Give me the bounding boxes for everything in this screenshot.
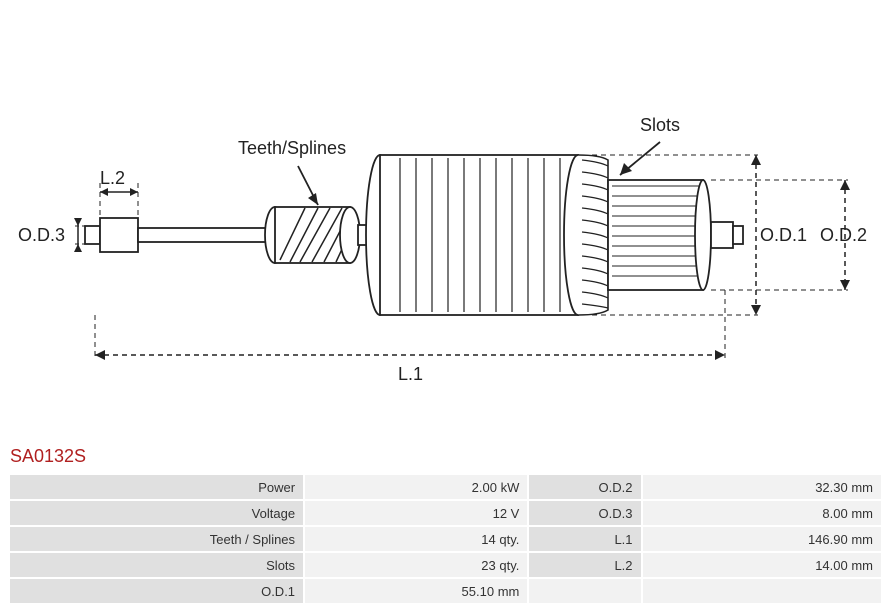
spec-label: Teeth / Splines: [10, 527, 303, 551]
spec-label: L.1: [529, 527, 640, 551]
armature-diagram: Teeth/Splines Slots L.2 O.D.3 O.D.1 O.D.…: [0, 0, 889, 440]
spec-value: 12 V: [305, 501, 527, 525]
label-od1: O.D.1: [760, 225, 807, 246]
label-od3: O.D.3: [18, 225, 65, 246]
spec-table: Power2.00 kWO.D.232.30 mmVoltage12 VO.D.…: [8, 473, 883, 605]
table-row: Power2.00 kWO.D.232.30 mm: [10, 475, 881, 499]
spec-label: Voltage: [10, 501, 303, 525]
table-row: Slots23 qty.L.214.00 mm: [10, 553, 881, 577]
spec-value: 2.00 kW: [305, 475, 527, 499]
spec-value: 55.10 mm: [305, 579, 527, 603]
label-l2: L.2: [100, 168, 125, 189]
spec-label: [529, 579, 640, 603]
table-row: Voltage12 VO.D.38.00 mm: [10, 501, 881, 525]
table-row: Teeth / Splines14 qty.L.1146.90 mm: [10, 527, 881, 551]
label-slots: Slots: [640, 115, 680, 136]
label-l1: L.1: [398, 364, 423, 385]
spec-label: L.2: [529, 553, 640, 577]
label-teeth-splines: Teeth/Splines: [238, 138, 346, 159]
spec-value: 32.30 mm: [643, 475, 881, 499]
diagram-svg: [0, 0, 889, 440]
spec-value: 8.00 mm: [643, 501, 881, 525]
spec-value: 23 qty.: [305, 553, 527, 577]
spec-value: [643, 579, 881, 603]
spec-value: 14 qty.: [305, 527, 527, 551]
label-od2: O.D.2: [820, 225, 867, 246]
spec-label: O.D.1: [10, 579, 303, 603]
spec-label: Power: [10, 475, 303, 499]
part-number: SA0132S: [0, 440, 889, 473]
spec-label: O.D.2: [529, 475, 640, 499]
spec-label: Slots: [10, 553, 303, 577]
spec-label: O.D.3: [529, 501, 640, 525]
spec-value: 146.90 mm: [643, 527, 881, 551]
table-row: O.D.155.10 mm: [10, 579, 881, 603]
spec-value: 14.00 mm: [643, 553, 881, 577]
